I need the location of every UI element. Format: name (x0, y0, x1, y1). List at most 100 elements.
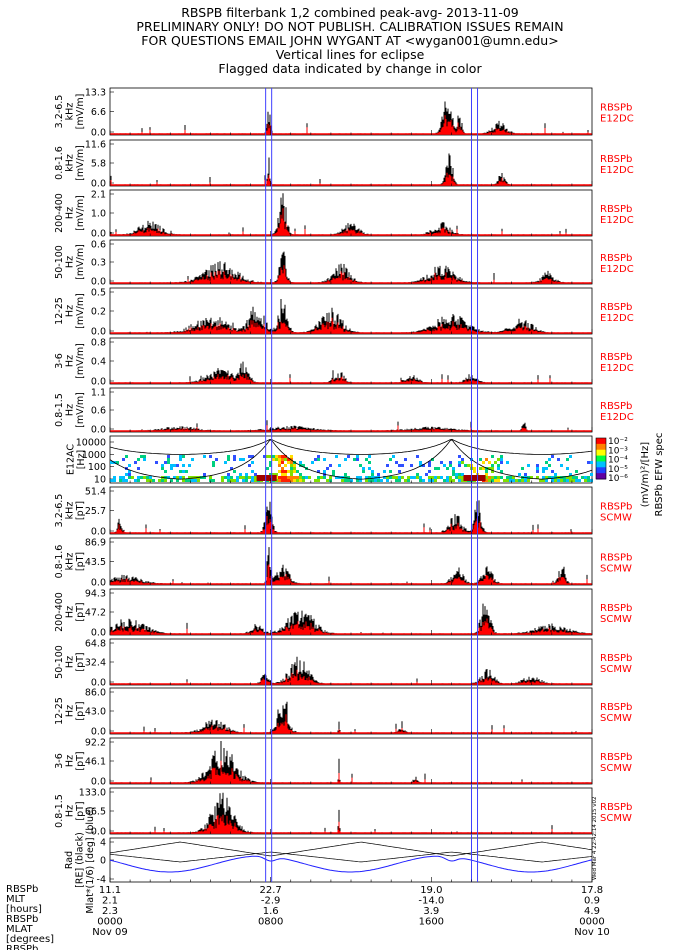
ephemeris-value: 3.9 (423, 906, 439, 917)
ylabel-line: kHz (65, 553, 76, 571)
ylabel-line: 50-100 (54, 645, 65, 679)
ephemeris-label: RBSPb (6, 884, 38, 895)
ephemeris-value: 1600 (419, 917, 444, 928)
flagged-trace (110, 172, 508, 185)
y-tick-label: 47.2 (85, 608, 106, 619)
panel-frame (109, 387, 593, 433)
ephemeris-value: 17.8 (581, 885, 603, 896)
y-tick-label: 0.0 (91, 628, 106, 639)
ylabel-line: [mV/m] (75, 145, 86, 181)
panel-frame (109, 87, 593, 136)
ephemeris-label: [hours] (6, 904, 42, 915)
ylabel-line: [pT] (75, 801, 86, 820)
flagged-trace (154, 814, 553, 833)
data-trace (110, 656, 591, 684)
y-tick-label: 0.0 (91, 277, 106, 288)
y-tick-label: 0.0 (91, 327, 106, 338)
colorbar-label: (mV/m)²/[Hz] (640, 442, 651, 508)
ephemeris-value: 1.6 (263, 906, 279, 917)
ephemeris-value: Nov 09 (92, 927, 127, 938)
y-tick-label: 133.0 (79, 788, 106, 799)
ephemeris-value: 19.0 (420, 885, 442, 896)
instrument-label: RBSPb (600, 302, 632, 313)
instrument-label: RBSPb (600, 802, 632, 813)
ylabel-line: [mV/m] (75, 392, 86, 428)
instrument-label: SCMW (600, 813, 632, 824)
y-tick-label: 1.0 (91, 209, 106, 220)
instrument-label: RBSPb (600, 502, 632, 513)
y-tick-label: 0.0 (91, 727, 106, 738)
ylabel-line: Hz (65, 207, 76, 219)
instrument-label: SCMW (600, 564, 632, 575)
colorbar: 10⁻²10⁻³10⁻⁴10⁻⁵10⁻⁶ (mV/m)²/[Hz] RBSPb EF… (595, 433, 665, 517)
header-flag-note: Flagged data indicated by change in colo… (218, 61, 482, 76)
panel-frame (109, 337, 593, 385)
y-tick-label: 0.3 (91, 258, 106, 269)
ylabel-line: Hz (65, 705, 76, 717)
ephemeris-value: -14.0 (418, 896, 444, 907)
eclipse-lines (265, 88, 479, 882)
flag-band (256, 475, 277, 481)
ephemeris-value: 11.1 (99, 885, 121, 896)
ephemeris-value: 0.9 (584, 896, 600, 907)
colorbar-tick: 10⁻⁶ (608, 474, 628, 484)
colorbar-tick: 10⁻⁵ (608, 465, 628, 475)
ylabel-line: Hz (65, 355, 76, 367)
instrument-label: E12DC (600, 363, 634, 374)
ylabel-line: E12AC (65, 444, 76, 475)
y-tick-label: 4 (100, 838, 106, 849)
flagged-trace (110, 564, 588, 584)
ylabel-line: 3.2-6.5 (54, 494, 65, 528)
ylabel-line: 0.8-1.5 (54, 393, 65, 427)
y-tick-label: 0.0 (91, 179, 106, 190)
ylabel-line: 12-25 (54, 697, 65, 725)
colorbar-label: RBSPb EFW spec (654, 433, 665, 517)
y-tick-label: 94.3 (85, 589, 106, 600)
data-trace (110, 153, 591, 185)
header-contact: FOR QUESTIONS EMAIL JOHN WYGANT AT <wyga… (141, 33, 559, 48)
ephemeris-value: Nov 10 (574, 927, 609, 938)
instrument-label: RBSPb (600, 154, 632, 165)
y-tick-label: 13.3 (85, 88, 106, 99)
ylabel-line: 0.8-1.6 (54, 545, 65, 579)
ylabel-line: Hz (65, 755, 76, 767)
ylabel-line: kHz (65, 154, 76, 172)
instrument-label: E12DC (600, 412, 634, 423)
y-tick-label: 0.4 (91, 357, 106, 368)
panel-frame (109, 537, 593, 586)
colorbar-tick: 10⁻³ (608, 446, 628, 456)
plot-header: RBSPB filterbank 1,2 combined peak-avg- … (0, 6, 700, 76)
timestamp-note: Wed Mar 4 22:42:14 2015 v02 (592, 796, 598, 880)
instrument-label: E12DC (600, 165, 634, 176)
ylabel-line: [pT] (75, 701, 86, 720)
ylabel-line: [mV/m] (75, 293, 86, 329)
panel-frame (109, 837, 593, 883)
ylabel-line: 0.8-1.6 (54, 146, 65, 180)
radius-curve (109, 851, 593, 863)
y-tick-label: 0.6 (91, 406, 106, 417)
ylabel-line: [mV/m] (75, 195, 86, 231)
ylabel-line: [pT] (75, 751, 86, 770)
ylabel-line: Hz (65, 656, 76, 668)
ylabel-line: Rad (64, 851, 75, 869)
flagged-trace (110, 618, 583, 634)
instrument-label: RBSPb (600, 752, 632, 763)
instrument-label: RBSPb (600, 204, 632, 215)
y-tick-label: 0.5 (91, 288, 106, 299)
y-tick-label: 0 (100, 856, 106, 867)
spectrogram-image (110, 455, 593, 482)
ylabel-line: [Hz] (76, 450, 87, 470)
ylabel-line: [pT] (75, 552, 86, 571)
y-tick-label: 100 (88, 462, 106, 473)
panel-frame (109, 588, 593, 636)
ephemeris-value: 0000 (579, 917, 604, 928)
flagged-trace (116, 516, 572, 533)
y-tick-label: 1000 (82, 450, 106, 461)
